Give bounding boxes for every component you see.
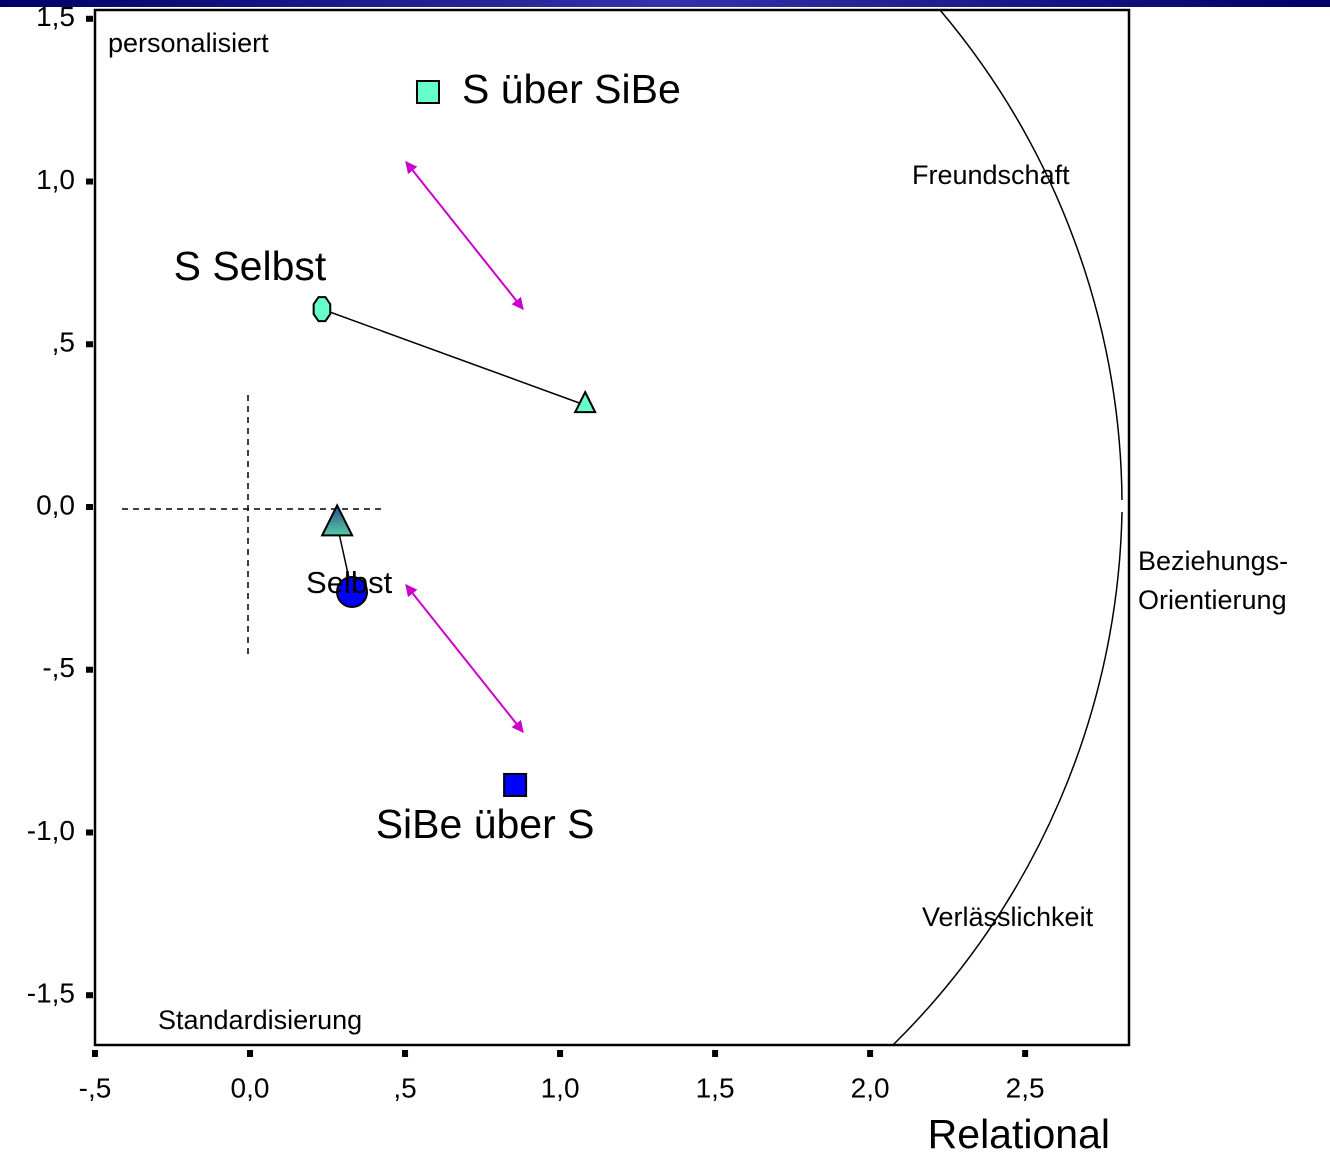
arc: [892, 511, 1123, 1046]
y-tick: [86, 992, 93, 999]
marker: [312, 296, 332, 323]
y-tick-label: 1,0: [36, 164, 75, 195]
top-bar: [0, 0, 1330, 7]
arrow: [405, 161, 524, 310]
y-tick: [86, 666, 93, 673]
marker: [573, 389, 597, 414]
marker: [415, 80, 440, 105]
x-tick-label: ,5: [393, 1072, 416, 1103]
arc: [939, 9, 1123, 501]
annotation: Beziehungs-: [1138, 546, 1288, 576]
series-label: SiBe über S: [376, 801, 595, 847]
connector: [321, 308, 586, 406]
y-tick-label: 0,0: [36, 489, 75, 520]
x-tick-label: -,5: [79, 1072, 112, 1103]
annotation: personalisiert: [108, 28, 269, 58]
plot-frame: [93, 8, 1131, 1047]
y-tick: [86, 341, 93, 348]
y-tick: [86, 829, 93, 836]
y-tick-label: -1,5: [27, 978, 75, 1009]
marker: [336, 575, 369, 608]
x-tick: [247, 1050, 254, 1057]
marker: [503, 772, 528, 797]
y-tick-label: 1,5: [36, 1, 75, 32]
annotation: Freundschaft: [912, 160, 1070, 190]
series-label: Selbst: [306, 565, 393, 600]
x-tick-label: 2,5: [1006, 1072, 1045, 1103]
series-label: S über SiBe: [462, 66, 681, 112]
y-tick-label: -1,0: [27, 815, 75, 846]
x-tick: [1022, 1050, 1029, 1057]
x-tick-label: 1,5: [696, 1072, 735, 1103]
x-tick: [557, 1050, 564, 1057]
series-label: S Selbst: [174, 243, 327, 289]
marker: [320, 503, 354, 537]
annotation: Standardisierung: [158, 1005, 362, 1035]
decorations: [122, 9, 1123, 1046]
y-tick: [86, 503, 93, 510]
y-tick-label: ,5: [52, 327, 75, 358]
x-tick: [867, 1050, 874, 1057]
x-tick-label: 0,0: [231, 1072, 270, 1103]
annotation: Verlässlichkeit: [922, 902, 1094, 932]
x-tick: [712, 1050, 719, 1057]
y-tick: [86, 178, 93, 185]
x-tick: [402, 1050, 409, 1057]
x-tick: [92, 1050, 98, 1057]
arrow: [405, 584, 524, 733]
y-tick-label: -,5: [42, 652, 75, 683]
x-axis-label: Relational: [928, 1111, 1110, 1157]
x-tick-label: 2,0: [851, 1072, 890, 1103]
x-tick-label: 1,0: [541, 1072, 580, 1103]
y-tick: [86, 15, 93, 22]
annotation: Orientierung: [1138, 585, 1287, 615]
